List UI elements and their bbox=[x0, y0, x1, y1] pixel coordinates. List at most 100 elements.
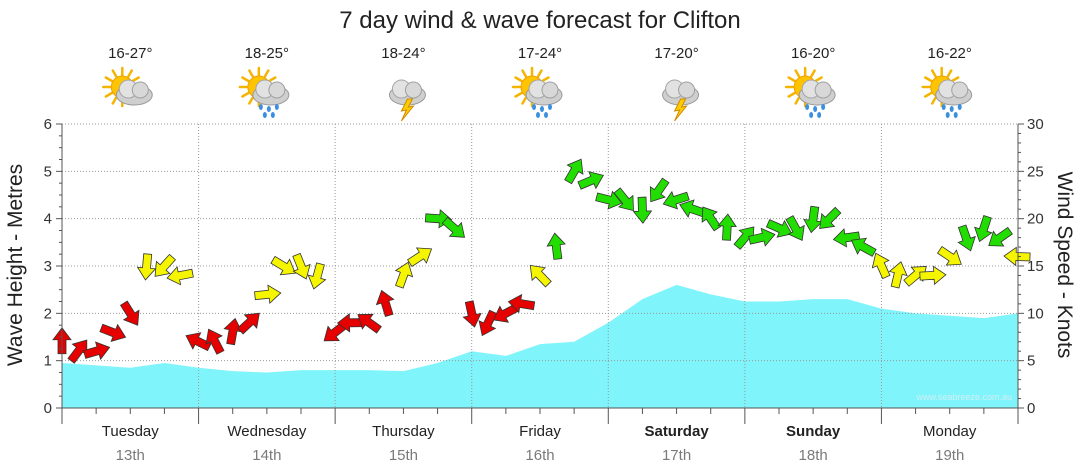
day-name-label: Monday bbox=[923, 423, 977, 440]
wind-arrow-shape bbox=[936, 245, 962, 266]
rain-drop bbox=[949, 106, 954, 112]
right-tick-label: 5 bbox=[1027, 353, 1035, 370]
wind-arrow bbox=[394, 261, 414, 289]
wind-arrow-shape bbox=[407, 247, 433, 267]
wind-arrow-shape bbox=[99, 323, 127, 342]
cloud-puff bbox=[541, 81, 559, 99]
sun-ray bbox=[111, 69, 118, 78]
wind-arrow bbox=[237, 312, 260, 335]
wind-arrow bbox=[819, 206, 842, 230]
temperature-range: 17-24° bbox=[518, 45, 562, 62]
temperature-range: 18-24° bbox=[381, 45, 425, 62]
wind-arrow-shape bbox=[613, 187, 634, 212]
wind-arrow bbox=[595, 190, 623, 210]
rain-drop bbox=[817, 112, 822, 118]
showers-icon bbox=[784, 66, 836, 118]
sun-ray bbox=[514, 76, 523, 83]
wind-arrow-shape bbox=[307, 262, 327, 290]
temperature-range: 17-20° bbox=[654, 45, 698, 62]
wind-arrow bbox=[478, 309, 498, 337]
day-date-label: 19th bbox=[935, 447, 964, 464]
wind-arrow-shape bbox=[564, 158, 584, 185]
right-axis-label: Wind Speed - Knots bbox=[1053, 172, 1076, 359]
wind-arrow bbox=[119, 300, 140, 326]
wind-arrow-shape bbox=[957, 224, 976, 252]
wind-arrow bbox=[748, 227, 776, 247]
weather-icons bbox=[102, 66, 973, 122]
wind-arrow bbox=[375, 289, 395, 318]
wind-arrow-shape bbox=[850, 237, 877, 257]
rain-drop bbox=[945, 112, 950, 118]
right-tick-label: 10 bbox=[1027, 305, 1044, 322]
sun-ray bbox=[248, 96, 255, 105]
rain-drop bbox=[258, 104, 263, 110]
wind-arrow-shape bbox=[237, 312, 260, 335]
wind-arrow bbox=[662, 190, 690, 210]
day-name-label: Thursday bbox=[372, 423, 435, 440]
wind-arrow bbox=[785, 215, 805, 241]
wind-arrow bbox=[701, 206, 722, 232]
rain-drop bbox=[262, 112, 267, 118]
wind-arrow bbox=[936, 245, 962, 266]
wind-arrow-shape bbox=[441, 216, 466, 238]
wind-arrow-shape bbox=[717, 213, 737, 241]
wind-arrow bbox=[270, 255, 296, 276]
wind-arrow-shape bbox=[478, 309, 498, 337]
showers-icon bbox=[921, 66, 973, 118]
lightning-bolt bbox=[673, 98, 688, 122]
sun-ray bbox=[521, 69, 528, 78]
cloud-puff bbox=[268, 81, 286, 99]
axes: 0 1 2 3 4 5 6 0 5 10 15 20 25 30 bbox=[44, 116, 1044, 424]
sun-ray bbox=[794, 69, 801, 78]
wind-arrow bbox=[307, 262, 327, 290]
left-tick-label: 5 bbox=[44, 163, 52, 180]
wind-arrow-shape bbox=[205, 328, 225, 355]
sun-ray bbox=[267, 76, 277, 83]
wind-arrow bbox=[136, 253, 157, 281]
wind-arrow-shape bbox=[154, 253, 176, 277]
wind-arrow-shape bbox=[832, 228, 861, 248]
showers-icon bbox=[238, 66, 290, 118]
rain-drop bbox=[270, 112, 275, 118]
cloud-puff bbox=[951, 81, 969, 99]
wind-arrow-shape bbox=[529, 264, 552, 288]
wind-arrow bbox=[185, 332, 212, 352]
wind-arrow bbox=[957, 224, 976, 252]
day-date-label: 17th bbox=[662, 447, 691, 464]
wind-arrow-shape bbox=[577, 171, 605, 190]
rain-drop bbox=[266, 106, 271, 112]
left-tick-label: 1 bbox=[44, 353, 52, 370]
left-tick-label: 0 bbox=[44, 400, 52, 417]
day-date-label: 13th bbox=[116, 447, 145, 464]
sun-ray bbox=[814, 76, 823, 83]
sun-ray bbox=[930, 96, 937, 105]
sun-ray bbox=[241, 76, 250, 83]
wind-arrow-shape bbox=[888, 261, 908, 289]
wind-arrow-shape bbox=[1003, 246, 1031, 267]
wind-arrow-shape bbox=[988, 226, 1013, 247]
wind-arrow-shape bbox=[357, 313, 382, 334]
wind-arrow-shape bbox=[546, 232, 566, 260]
temperature-range: 16-27° bbox=[108, 45, 152, 62]
wind-arrow-shape bbox=[748, 227, 776, 247]
right-tick-label: 0 bbox=[1027, 400, 1035, 417]
day-labels: Tuesday 13th Wednesday 14th Thursday 15th Frid… bbox=[102, 423, 977, 464]
wind-arrow-shape bbox=[871, 252, 891, 280]
wind-arrow bbox=[99, 323, 127, 342]
wind-arrow-shape bbox=[394, 261, 414, 289]
storm-icon bbox=[388, 79, 426, 122]
rain-drop bbox=[957, 104, 962, 110]
wind-arrow-shape bbox=[765, 219, 793, 238]
wind-arrow bbox=[988, 226, 1013, 247]
rain-drop bbox=[544, 112, 548, 118]
rain-drop bbox=[540, 106, 544, 112]
day-date-label: 15th bbox=[389, 447, 418, 464]
wind-arrow-shape bbox=[507, 293, 536, 314]
wind-arrow-shape bbox=[270, 255, 296, 276]
sun-ray bbox=[794, 96, 801, 105]
wind-arrow bbox=[974, 214, 993, 243]
temperature-range: 16-22° bbox=[928, 45, 972, 62]
wind-arrow bbox=[1003, 246, 1031, 267]
wind-arrow-shape bbox=[136, 253, 157, 281]
rain-drop bbox=[821, 104, 826, 110]
